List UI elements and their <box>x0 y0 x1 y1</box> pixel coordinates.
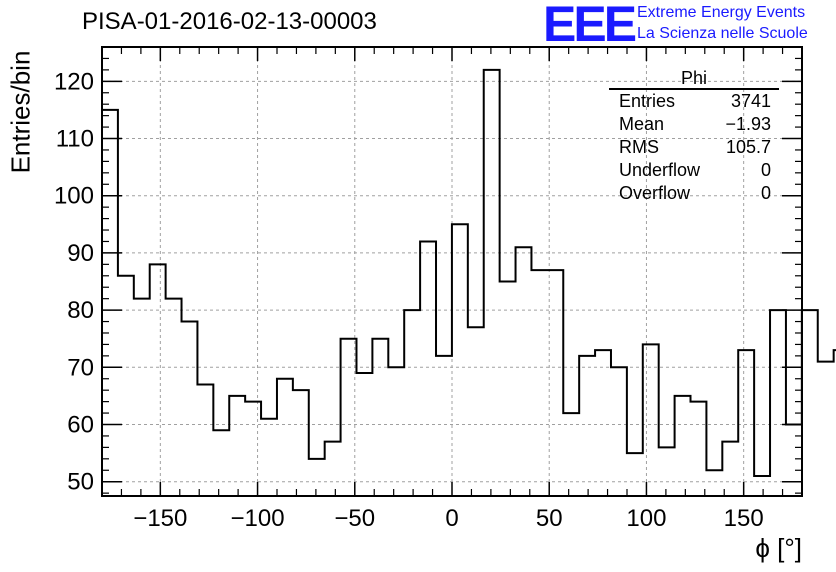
y-tick-label: 50 <box>67 469 94 496</box>
y-tick-label: 110 <box>56 126 94 153</box>
grid-lines <box>102 47 802 496</box>
x-tick-label: 100 <box>626 505 666 532</box>
y-tick-label: 70 <box>67 354 94 381</box>
histogram-bin <box>452 224 468 496</box>
axis-ticks <box>102 46 802 496</box>
histogram-bin <box>261 419 277 496</box>
histogram-bin <box>500 282 516 496</box>
x-tick-label: −50 <box>334 505 375 532</box>
histogram-bin <box>484 70 500 496</box>
histogram-bin <box>516 247 532 496</box>
histogram-bin <box>325 442 341 496</box>
stats-label: Mean <box>619 114 665 134</box>
x-tick-label: 150 <box>724 505 764 532</box>
histogram-bin <box>245 402 261 496</box>
y-axis-label: Entries/bin <box>5 50 36 174</box>
histogram-bin <box>420 241 436 496</box>
stats-row: Entries 3741 <box>609 90 779 113</box>
stats-value: 3741 <box>730 91 771 111</box>
histogram-bin <box>818 362 834 496</box>
histogram-bin <box>579 356 595 496</box>
histogram-bin <box>229 396 245 496</box>
stats-value: 0 <box>760 160 771 180</box>
stats-box: Phi Entries 3741 Mean −1.93 RMS 105.7 Un… <box>609 68 779 205</box>
histogram-bin <box>309 459 325 496</box>
histogram-bin <box>166 299 182 496</box>
histogram-bin <box>802 310 818 496</box>
histogram-bin <box>388 367 404 496</box>
y-tick-label: 90 <box>67 240 94 267</box>
stats-row: Overflow 0 <box>609 182 779 205</box>
histogram-outline <box>101 68 836 496</box>
histogram-bin <box>134 299 150 496</box>
y-tick-label: 80 <box>67 297 94 324</box>
histogram-bin <box>643 344 659 496</box>
stats-title: Phi <box>609 68 779 90</box>
stats-label: Underflow <box>619 160 701 180</box>
histogram-bin <box>118 276 134 496</box>
histogram-bin <box>547 270 563 496</box>
stats-value: −1.93 <box>725 114 771 134</box>
histogram-bin <box>738 350 754 496</box>
eee-logo: EEE <box>543 0 637 52</box>
histogram-bin <box>182 322 198 496</box>
chart-title: PISA-01-2016-02-13-00003 <box>82 8 377 35</box>
stats-row: RMS 105.7 <box>609 136 779 159</box>
histogram-bin <box>150 264 166 496</box>
histogram-bin <box>563 413 579 496</box>
y-tick-label: 120 <box>54 68 94 95</box>
histogram-bin <box>197 384 213 496</box>
y-tick-label: 60 <box>67 412 94 439</box>
x-tick-label: 50 <box>536 505 563 532</box>
y-tick-label: 100 <box>54 183 94 210</box>
histogram-bin <box>786 425 802 496</box>
stats-row: Mean −1.93 <box>609 113 779 136</box>
histogram-bin <box>754 476 770 496</box>
histogram-bin <box>691 402 707 496</box>
histogram-bin <box>675 396 691 496</box>
x-axis-label: ϕ [°] <box>755 533 802 563</box>
x-tick-label: 0 <box>445 505 458 532</box>
histogram-bin <box>213 430 229 496</box>
stats-value: 0 <box>760 183 771 203</box>
histogram-bin <box>595 350 611 496</box>
histogram-bin <box>468 327 484 496</box>
logo-text-line1: Extreme Energy Events <box>637 4 806 21</box>
stats-label: RMS <box>619 137 659 157</box>
histogram-bin <box>627 453 643 496</box>
x-tick-label: −150 <box>133 505 187 532</box>
stats-label: Entries <box>619 91 676 111</box>
histogram-bin <box>770 310 786 496</box>
histogram-bin <box>706 470 722 496</box>
logo-text-line2: La Scienza nelle Scuole <box>637 25 808 42</box>
histogram-bin <box>531 270 547 496</box>
histogram-bin <box>659 447 675 496</box>
histogram-bin <box>293 390 309 496</box>
histogram-bin <box>356 373 372 496</box>
stats-row: Underflow 0 <box>609 159 779 182</box>
histogram-bin <box>372 339 388 496</box>
histogram-bin <box>436 356 452 496</box>
histogram-bin <box>277 379 293 496</box>
histogram-bin <box>341 339 357 496</box>
stats-value: 105.7 <box>725 137 771 157</box>
histogram-bin <box>722 442 738 496</box>
histogram-bin <box>611 367 627 496</box>
x-tick-label: −100 <box>231 505 285 532</box>
histogram-bin <box>102 110 118 496</box>
tick-labels: −150 −100 −50 0 50 100 150 50 60 70 80 90 100 110 120 <box>54 68 764 532</box>
histogram-bin <box>404 310 420 496</box>
stats-label: Overflow <box>619 183 691 203</box>
